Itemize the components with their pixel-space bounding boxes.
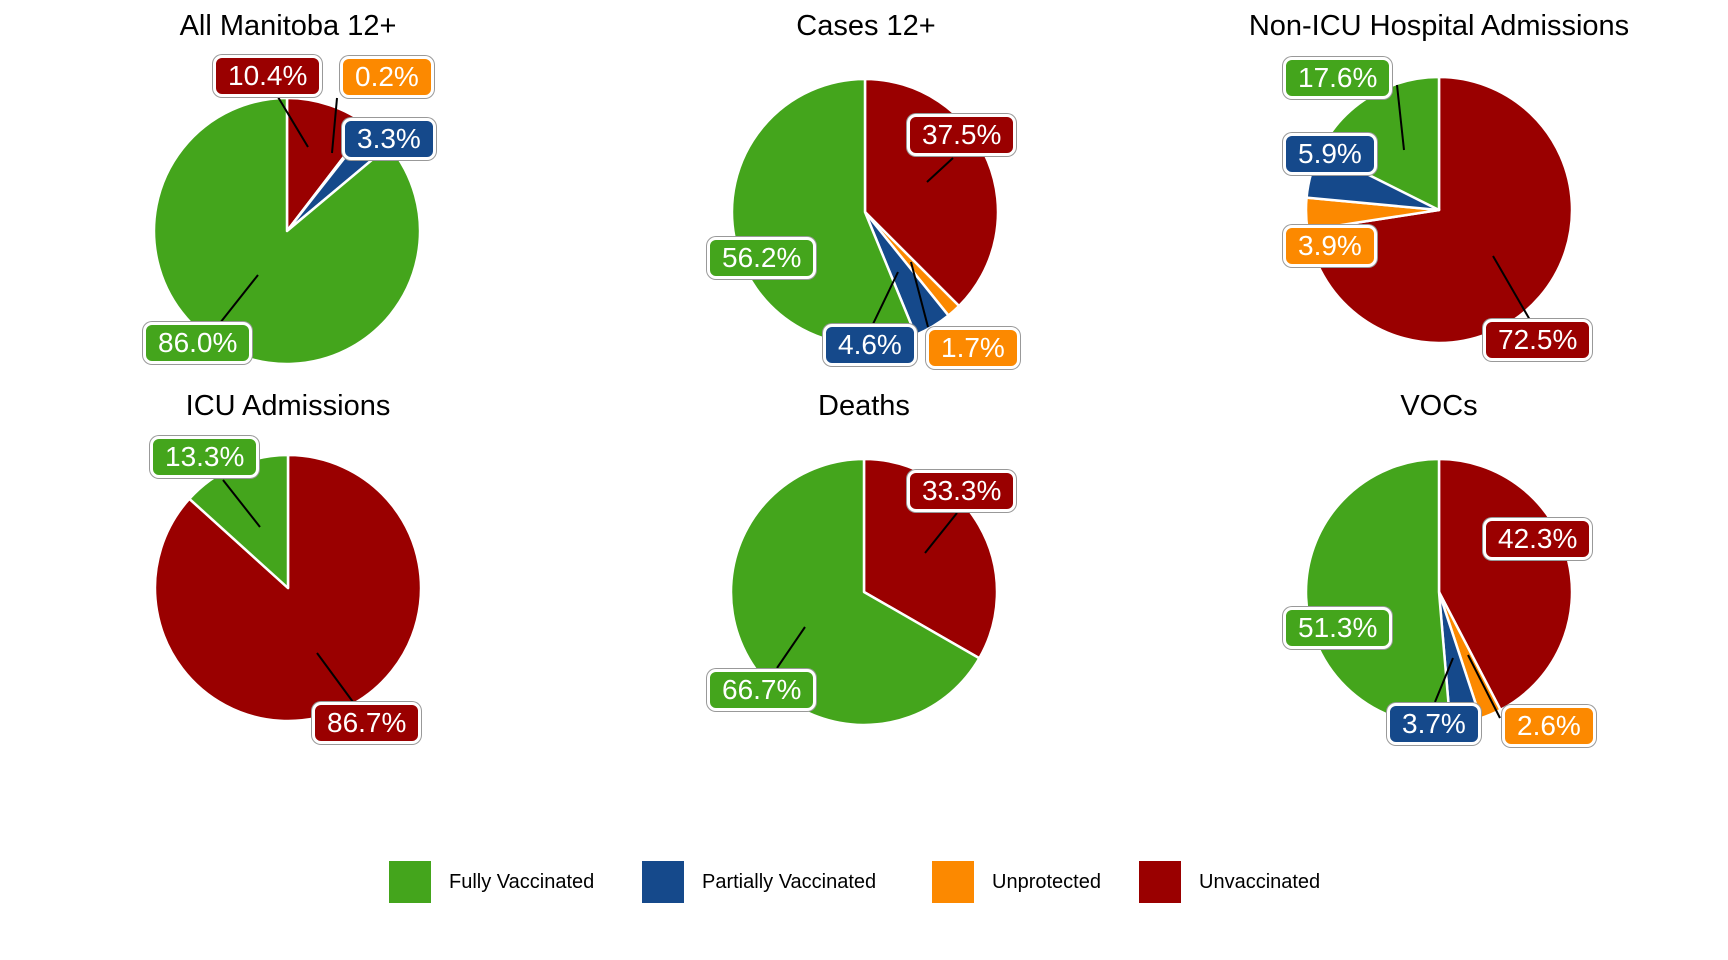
pie-title-vocs: VOCs	[1400, 390, 1478, 422]
slice-label: 17.6%	[1283, 57, 1393, 99]
slice-label: 3.7%	[1387, 703, 1481, 745]
legend-swatch-fully-vaccinated	[389, 861, 431, 903]
slice-label: 37.5%	[907, 114, 1017, 156]
legend-item-fully-vaccinated: Fully Vaccinated	[389, 861, 594, 903]
legend-swatch-unprotected	[932, 861, 974, 903]
slice-label: 5.9%	[1283, 133, 1377, 175]
legend-swatch-unvaccinated	[1139, 861, 1181, 903]
legend-item-unprotected: Unprotected	[932, 861, 1101, 903]
legend-label: Unprotected	[992, 870, 1101, 893]
slice-label: 3.9%	[1283, 225, 1377, 267]
pie-chart-vocs	[1304, 457, 1574, 727]
slice-label: 56.2%	[707, 237, 817, 279]
legend-label: Fully Vaccinated	[449, 870, 595, 893]
pie-chart-icu-admissions	[153, 453, 423, 723]
slice-label: 13.3%	[150, 436, 260, 478]
slice-label: 51.3%	[1283, 607, 1393, 649]
pie-title-deaths: Deaths	[818, 390, 910, 422]
slice-label: 33.3%	[907, 470, 1017, 512]
legend: Fully Vaccinated Partially Vaccinated Un…	[0, 861, 1728, 903]
slice-label: 66.7%	[707, 669, 817, 711]
slice-label: 86.0%	[143, 322, 253, 364]
pie-title-cases: Cases 12+	[796, 10, 936, 42]
slice-label: 1.7%	[926, 327, 1020, 369]
legend-item-partially-vaccinated: Partially Vaccinated	[642, 861, 876, 903]
legend-swatch-partially-vaccinated	[642, 861, 684, 903]
slice-label: 3.3%	[342, 118, 436, 160]
legend-item-unvaccinated: Unvaccinated	[1139, 861, 1320, 903]
slice-label: 10.4%	[213, 55, 323, 97]
legend-label: Unvaccinated	[1199, 870, 1321, 893]
legend-label: Partially Vaccinated	[702, 870, 877, 893]
pie-title-icu-admissions: ICU Admissions	[185, 390, 391, 422]
slice-label: 86.7%	[312, 702, 422, 744]
pie-title-non-icu-admissions: Non-ICU Hospital Admissions	[1248, 10, 1630, 42]
slice-label: 0.2%	[340, 56, 434, 98]
slice-label: 4.6%	[823, 324, 917, 366]
pie-title-all-manitoba: All Manitoba 12+	[179, 10, 397, 42]
slice-label: 2.6%	[1502, 705, 1596, 747]
pie-chart-non-icu-admissions	[1304, 75, 1574, 345]
slice-label: 42.3%	[1483, 518, 1593, 560]
slice-label: 72.5%	[1483, 319, 1593, 361]
pie-slice	[1304, 457, 1452, 727]
